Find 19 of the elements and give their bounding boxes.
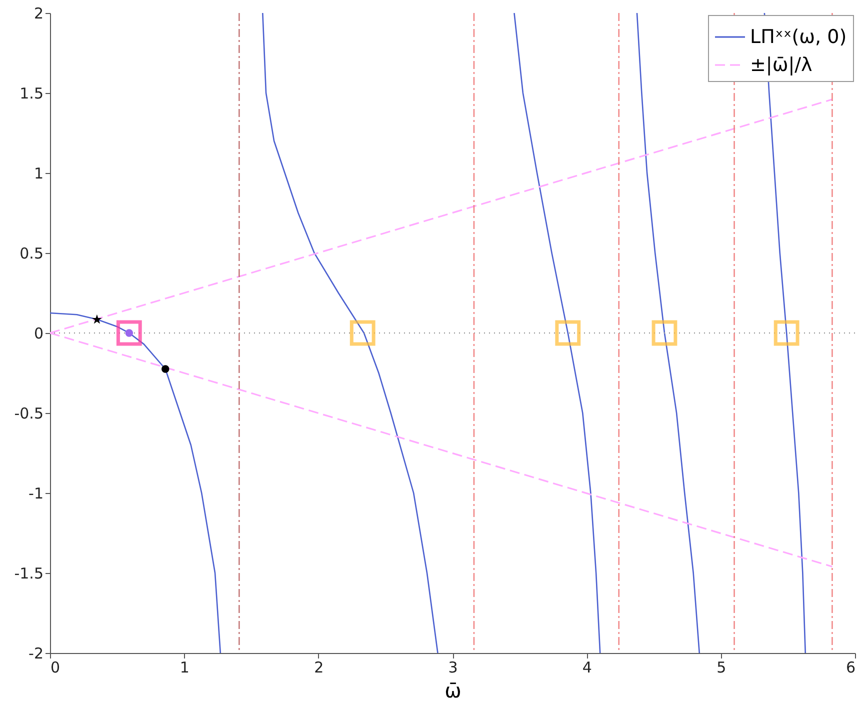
x-tick-label: 4 [582,658,592,676]
x-tick-label: 2 [314,658,324,676]
legend-label: LΠˣˣ(ω, 0) [750,26,847,48]
y-tick-label: -2 [28,644,44,662]
legend-label: ±|ω̄|/λ [750,54,812,76]
x-tick-label: 5 [716,658,726,676]
y-tick-label: 1.5 [20,84,44,102]
y-tick-label: -1.5 [14,564,44,582]
x-axis-title: ω̄ [444,678,462,702]
y-tick-label: -0.5 [14,404,44,422]
y-tick-label: -1 [28,484,44,502]
y-tick-label: 2 [34,4,44,22]
x-tick-label: 0 [50,658,60,676]
y-tick-label: 1 [34,164,44,182]
y-tick-label: 0 [34,324,44,342]
y-tick-label: 0.5 [20,244,44,262]
x-tick-label: 3 [448,658,458,676]
x-tick-label: 1 [180,658,190,676]
x-tick-label: 6 [846,658,856,676]
